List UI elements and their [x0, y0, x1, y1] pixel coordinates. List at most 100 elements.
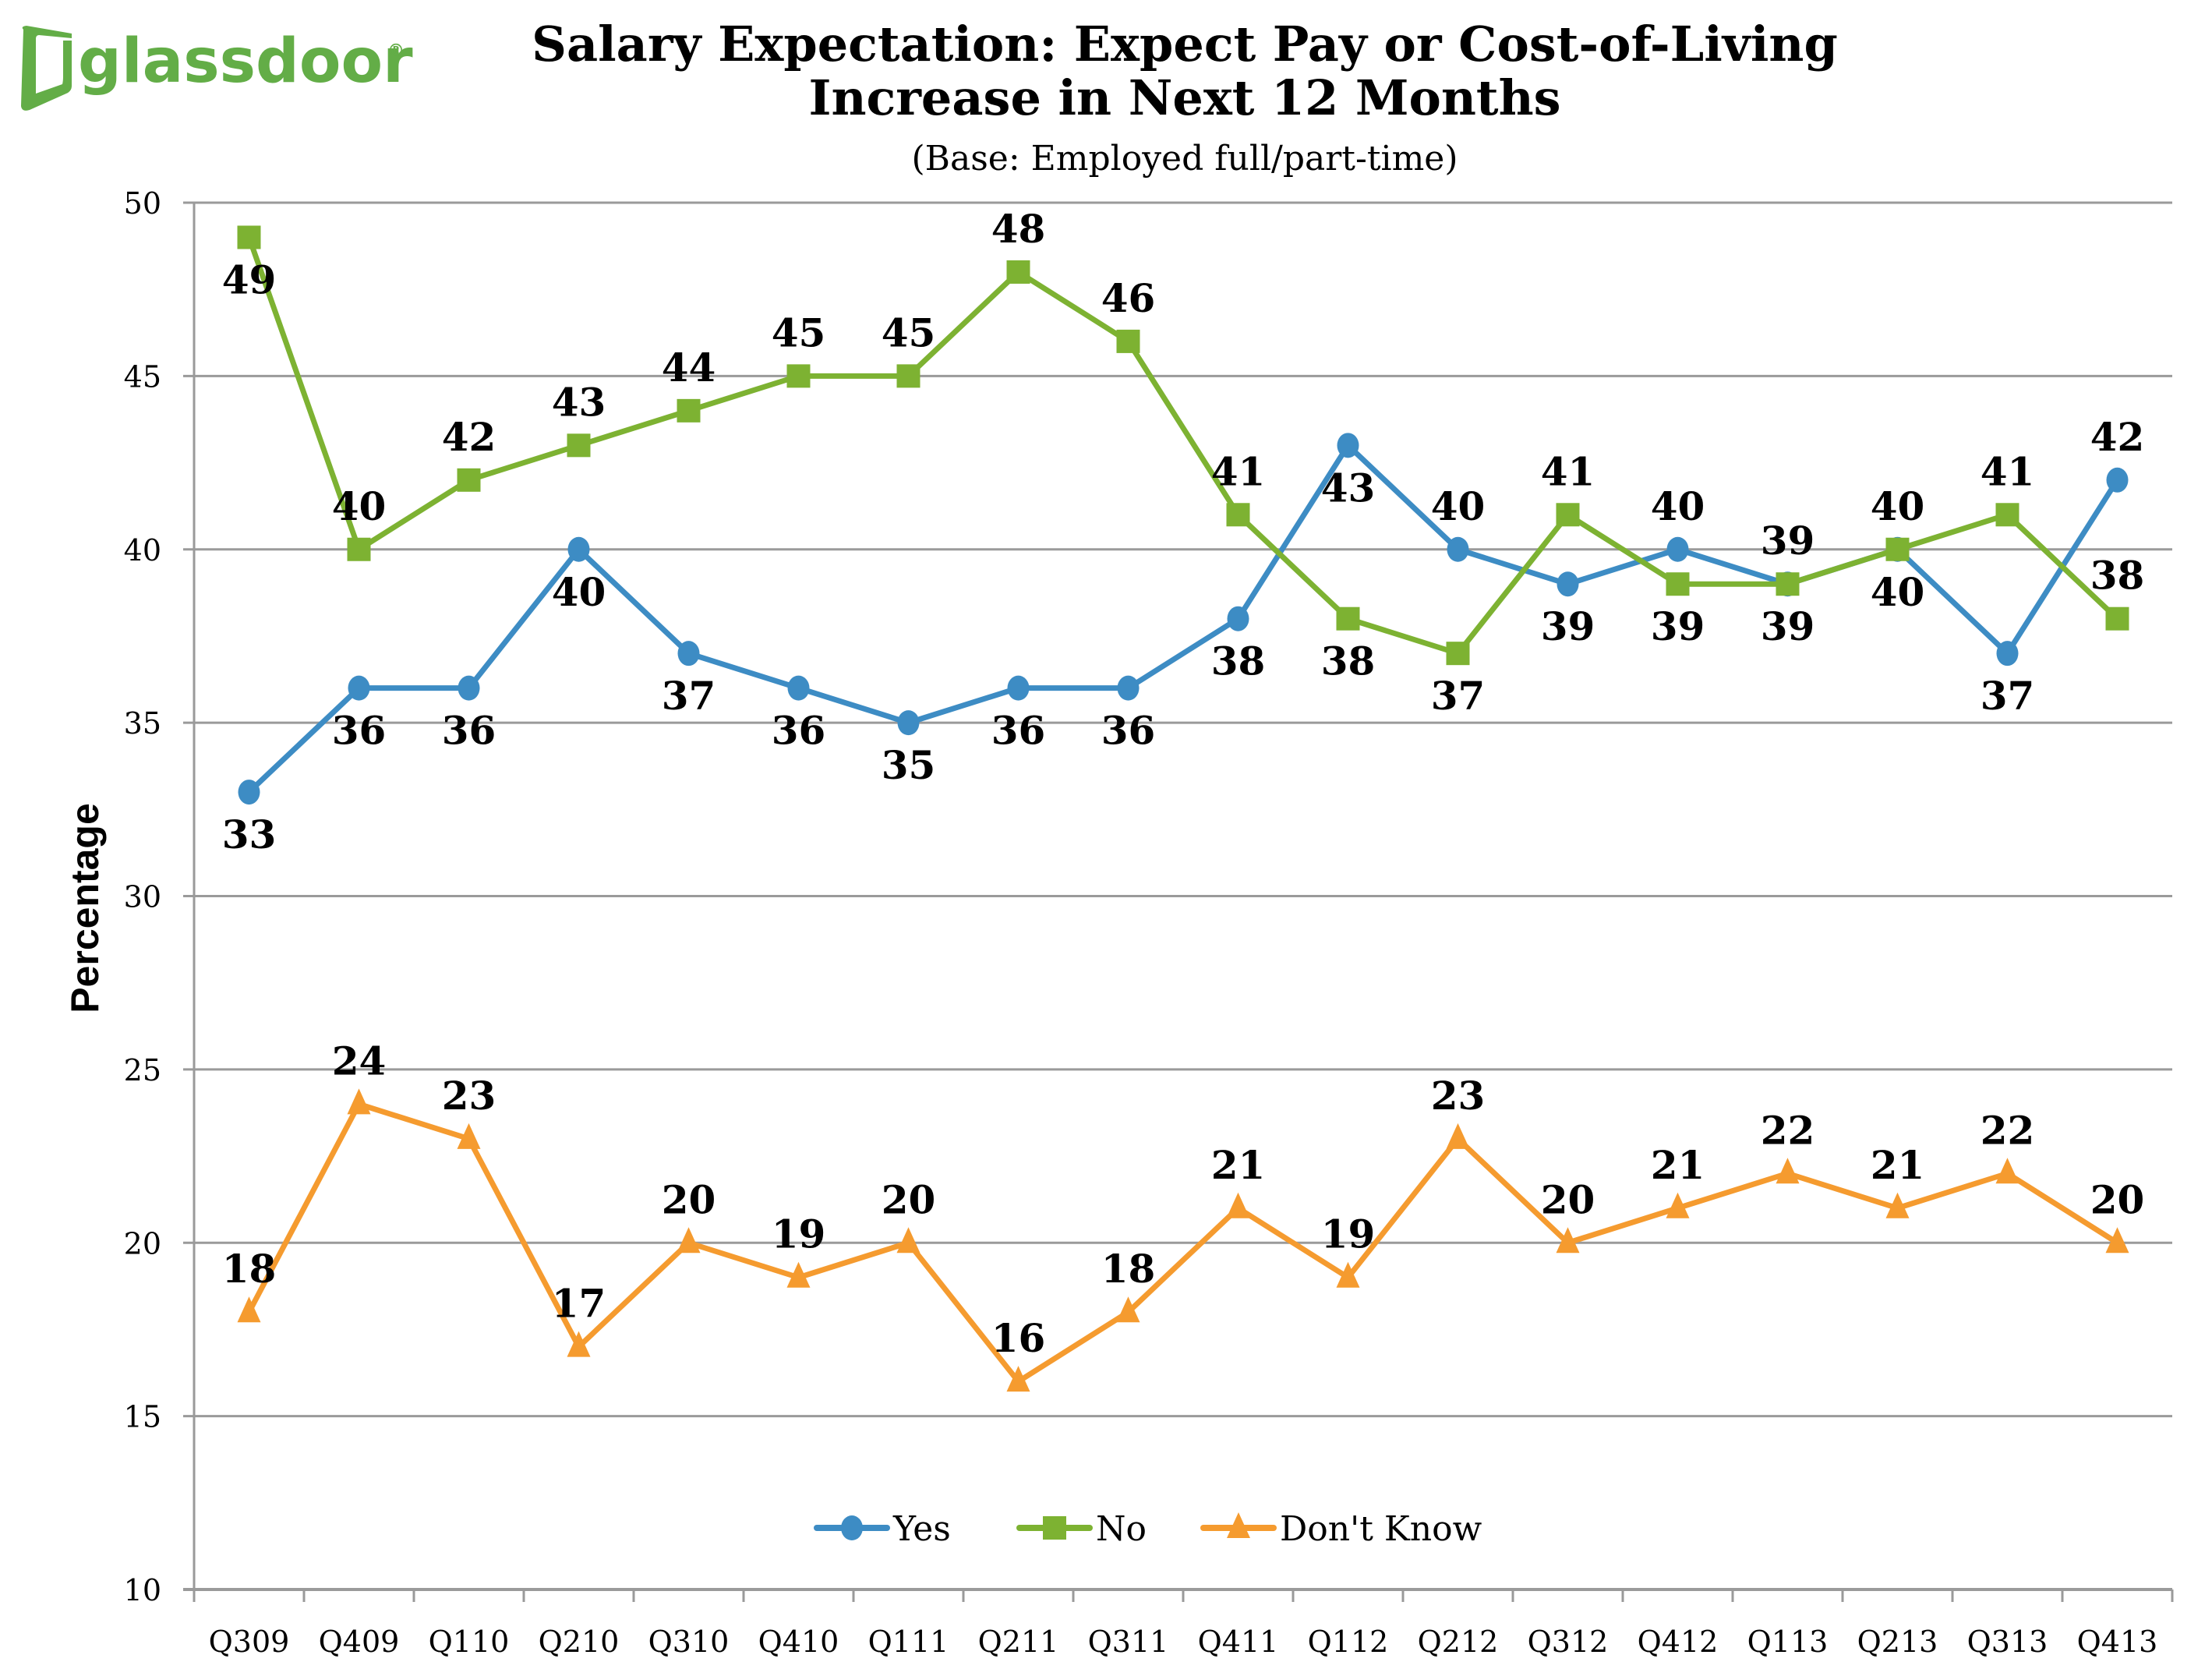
data-point-yes: [1227, 606, 1249, 631]
data-point-no: [1556, 503, 1580, 527]
x-tick-label: Q409: [319, 1625, 400, 1659]
x-tick-label: Q309: [209, 1625, 290, 1659]
data-label-no: 41: [1541, 448, 1595, 494]
y-tick-label: 20: [124, 1226, 161, 1261]
data-label-yes: 36: [991, 708, 1046, 754]
data-label-yes: 37: [1981, 673, 2035, 719]
registered-mark: ®: [387, 41, 405, 61]
data-point-no: [1995, 503, 2019, 527]
y-tick-label: 35: [124, 706, 161, 741]
data-label-no: 40: [1871, 483, 1925, 529]
series-line-don-t-know: [246, 1101, 2119, 1384]
gridlines: [183, 201, 2172, 1418]
data-label-no: 41: [1981, 448, 2035, 494]
data-point-don-t-know: [1116, 1296, 1140, 1323]
x-tick-label: Q111: [868, 1625, 949, 1659]
legend-label: Don't Know: [1280, 1509, 1482, 1549]
data-label-yes: 39: [1541, 603, 1595, 649]
data-point-don-t-know: [1995, 1158, 2019, 1184]
data-point-don-t-know: [786, 1261, 811, 1288]
data-point-don-t-know: [1556, 1227, 1580, 1254]
data-point-no: [677, 398, 701, 423]
data-label-no: 42: [442, 414, 496, 460]
series-line-no: [246, 236, 2119, 656]
series-line-yes: [247, 442, 2120, 794]
data-point-no: [457, 468, 481, 492]
data-label-don-t-know: 16: [991, 1315, 1046, 1361]
data-label-yes: 37: [662, 673, 716, 719]
data-label-yes: 35: [882, 742, 936, 788]
y-tick-label: 30: [124, 880, 161, 914]
data-label-yes: 38: [1211, 638, 1266, 684]
data-label-yes: 36: [1101, 708, 1156, 754]
data-point-don-t-know: [1446, 1123, 1470, 1149]
data-point-yes: [1447, 536, 1469, 562]
data-label-yes: 36: [442, 708, 496, 754]
data-label-don-t-know: 20: [1541, 1176, 1595, 1222]
data-label-yes: 43: [1321, 465, 1376, 511]
glassdoor-logo: glassdoor ®: [21, 26, 413, 111]
x-tick-label: Q412: [1638, 1625, 1719, 1659]
data-point-no: [1885, 537, 1910, 561]
data-label-yes: 36: [772, 708, 826, 754]
y-tick-label: 40: [124, 533, 161, 568]
x-tick-label: Q110: [429, 1625, 510, 1659]
data-point-yes: [787, 675, 810, 701]
data-point-no: [1006, 260, 1030, 284]
data-point-yes: [238, 780, 260, 805]
data-point-yes: [897, 710, 920, 736]
data-point-no: [896, 364, 920, 388]
legend-square-icon: [1043, 1516, 1066, 1540]
legend: Yes No Don't Know: [814, 1509, 1482, 1549]
data-point-no: [1226, 503, 1250, 527]
data-point-no: [1446, 642, 1470, 666]
data-point-don-t-know: [457, 1123, 481, 1149]
x-tick-labels: Q309 Q409 Q110 Q210 Q310 Q410 Q111 Q211 Q311 Q411…: [209, 1625, 2158, 1659]
data-label-don-t-know: 18: [222, 1246, 277, 1292]
data-point-no: [1776, 572, 1800, 596]
y-tick-label: 10: [124, 1573, 161, 1607]
data-point-don-t-know: [677, 1227, 701, 1254]
x-tick-label: Q113: [1747, 1625, 1829, 1659]
data-point-no: [567, 433, 591, 458]
data-label-yes: 42: [2090, 414, 2145, 460]
data-label-don-t-know: 24: [332, 1038, 387, 1084]
data-point-no: [786, 364, 811, 388]
data-label-no: 44: [662, 345, 716, 391]
data-label-don-t-know: 17: [552, 1281, 606, 1327]
data-point-don-t-know: [237, 1296, 261, 1323]
data-label-don-t-know: 21: [1651, 1142, 1705, 1188]
data-point-don-t-know: [347, 1088, 371, 1115]
x-tick-label: Q413: [2077, 1625, 2158, 1659]
y-tick-label: 50: [124, 186, 161, 221]
data-label-don-t-know: 19: [1321, 1211, 1376, 1257]
y-tick-labels: 10 15 20 25 30 35 40 45 50: [124, 186, 161, 1607]
legend-item-no: No: [1016, 1509, 1147, 1549]
data-point-no: [347, 537, 371, 561]
legend-label: Yes: [892, 1509, 951, 1549]
data-label-yes: 40: [552, 569, 606, 615]
data-point-yes: [567, 536, 590, 562]
x-tick-label: Q410: [758, 1625, 839, 1659]
data-label-don-t-know: 23: [1431, 1073, 1486, 1119]
data-label-don-t-know: 20: [2090, 1176, 2145, 1222]
data-label-don-t-know: 22: [1761, 1107, 1815, 1153]
data-point-yes: [348, 675, 370, 701]
legend-circle-icon: [841, 1515, 863, 1540]
data-point-yes: [1337, 433, 1359, 458]
chart-title-line2: Increase in Next 12 Months: [808, 69, 1560, 126]
data-point-yes: [1666, 536, 1689, 562]
data-point-no: [2105, 606, 2129, 631]
legend-item-yes: Yes: [814, 1509, 951, 1549]
data-point-yes: [1996, 641, 2019, 667]
x-tick-label: Q112: [1308, 1625, 1389, 1659]
data-point-don-t-know: [1336, 1261, 1360, 1288]
data-point-no: [1666, 572, 1690, 596]
data-label-no: 39: [1761, 603, 1815, 649]
x-tick-label: Q311: [1088, 1625, 1169, 1659]
data-point-no: [237, 225, 261, 249]
data-point-yes: [1557, 571, 1579, 597]
data-label-no: 45: [772, 309, 826, 355]
door-icon: [21, 26, 72, 111]
